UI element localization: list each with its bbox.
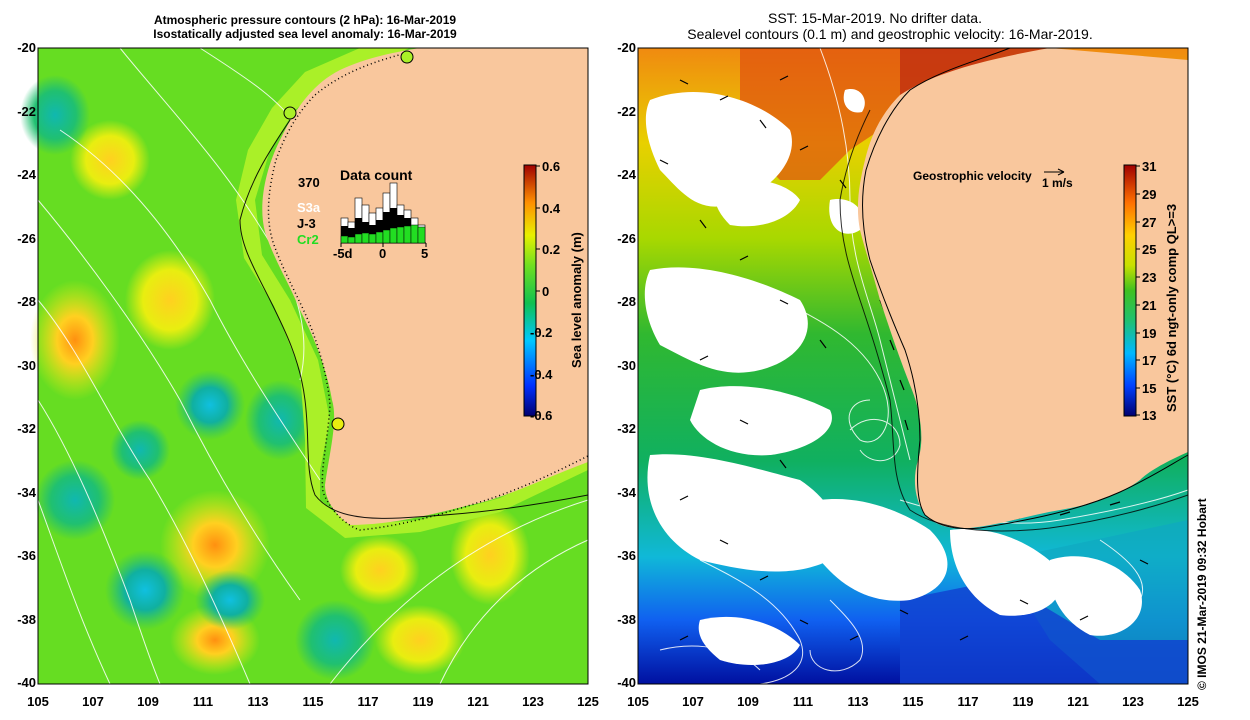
left-ytick: -26 (17, 231, 36, 246)
velocity-scale-label: 1 m/s (1042, 176, 1073, 190)
sst-cb-tick: 25 (1142, 242, 1157, 257)
left-xtick: 113 (247, 694, 269, 709)
right-ytick: -26 (617, 231, 636, 246)
sla-anomaly-blobs (20, 75, 530, 680)
coast-dotted-line (267, 51, 589, 531)
cloud-mask (644, 89, 1142, 665)
sla-cb-tick: 0.2 (542, 242, 561, 257)
left-ytick: -32 (17, 421, 36, 436)
left-xtick: 125 (577, 694, 599, 709)
right-xtick: 117 (957, 694, 979, 709)
right-xtick: 113 (847, 694, 869, 709)
right-ytick: -32 (617, 421, 636, 436)
right-xtick: 115 (902, 694, 924, 709)
altimeter-point (400, 50, 414, 64)
left-xtick: 115 (302, 694, 324, 709)
right-ytick: -20 (617, 40, 636, 55)
left-title-line2: Isostatically adjusted sea level anomaly… (153, 27, 457, 41)
sea-level-contours (659, 47, 1189, 685)
sst-cb-tick: 29 (1142, 187, 1157, 202)
left-ytick: -20 (17, 40, 36, 55)
velocity-legend-label: Geostrophic velocity (913, 169, 1032, 183)
sst-cb-tick: 23 (1142, 270, 1157, 285)
left-xtick: 109 (137, 694, 159, 709)
coastline (862, 47, 1189, 530)
sst-colorbar-label: SST (°C) 6d ngt-only comp QL>=3 (1164, 203, 1179, 412)
altimeter-point (283, 106, 297, 120)
data-count-xtick: -5d (333, 246, 353, 261)
left-ytick: -34 (17, 485, 36, 500)
right-ytick: -38 (617, 612, 636, 627)
right-ytick: -22 (617, 104, 636, 119)
left-ytick: -28 (17, 294, 36, 309)
data-count-xtick: 0 (379, 246, 387, 261)
sla-cb-tick: -0.6 (530, 408, 553, 423)
imos-credit: © IMOS 21-Mar-2019 09:32 Hobart (1195, 498, 1209, 690)
sst-cb-tick: 21 (1142, 298, 1157, 313)
sst-cb-tick: 15 (1142, 381, 1157, 396)
right-ytick: -30 (617, 358, 636, 373)
right-xtick: 111 (792, 694, 814, 709)
shelf-edge (239, 119, 589, 519)
left-title-line1: Atmospheric pressure contours (2 hPa): 1… (153, 13, 457, 27)
left-xtick: 111 (192, 694, 214, 709)
data-count-title: Data count (340, 167, 413, 183)
left-xtick: 105 (27, 694, 49, 709)
left-xtick: 121 (467, 694, 489, 709)
legend-s3a: S3a (297, 200, 321, 215)
right-xtick: 109 (737, 694, 759, 709)
data-count-xtick: 5 (421, 246, 429, 261)
right-xtick: 105 (627, 694, 649, 709)
australia-landmass-sst (857, 48, 1188, 529)
left-ytick: -22 (17, 104, 36, 119)
right-title-line1: SST: 15-Mar-2019. No drifter data. (768, 10, 982, 26)
left-map (20, 47, 589, 685)
sla-cb-tick: 0.4 (542, 201, 561, 216)
sla-cb-tick: -0.4 (530, 367, 553, 382)
sst-cb-tick: 31 (1142, 159, 1157, 174)
right-ytick: -28 (617, 294, 636, 309)
sla-cb-tick: 0.6 (542, 159, 561, 174)
sst-cb-tick: 17 (1142, 353, 1157, 368)
velocity-legend-arrow (1044, 168, 1065, 176)
right-ytick: -36 (617, 548, 636, 563)
sst-cb-tick: 27 (1142, 215, 1157, 230)
australia-landmass (262, 48, 588, 525)
sla-colorbar-label: Sea level anomaly (m) (569, 232, 584, 368)
sst-cb-tick: 19 (1142, 326, 1157, 341)
left-ytick: -30 (17, 358, 36, 373)
left-xtick: 123 (522, 694, 544, 709)
sla-cb-tick: 0 (542, 284, 550, 299)
left-xtick: 119 (412, 694, 434, 709)
shelf-edge-sst (839, 109, 1189, 532)
right-xtick: 119 (1012, 694, 1034, 709)
right-xtick: 123 (1122, 694, 1144, 709)
sst-cb-tick: 13 (1142, 408, 1157, 423)
right-xtick: 125 (1177, 694, 1199, 709)
data-count-bars (340, 182, 426, 244)
data-count-inset (340, 182, 427, 247)
right-title-line2: Sealevel contours (0.1 m) and geostrophi… (687, 26, 1093, 42)
right-xtick: 107 (682, 694, 704, 709)
legend-j3: J-3 (297, 216, 316, 231)
right-ytick: -40 (617, 675, 636, 690)
left-xtick: 117 (357, 694, 379, 709)
data-count-max: 370 (298, 175, 320, 190)
legend-cr2: Cr2 (297, 232, 319, 247)
left-ytick: -36 (17, 548, 36, 563)
left-xtick: 107 (82, 694, 104, 709)
left-ytick: -24 (17, 167, 36, 182)
coastal-band (236, 48, 588, 538)
sla-cb-tick: -0.2 (530, 325, 553, 340)
left-ytick: -40 (17, 675, 36, 690)
right-xtick: 121 (1067, 694, 1089, 709)
altimeter-point (331, 417, 345, 431)
right-map (637, 47, 1189, 685)
right-ytick: -24 (617, 167, 636, 182)
left-ytick: -38 (17, 612, 36, 627)
sst-colorbar (1123, 164, 1137, 417)
pressure-contours (37, 47, 589, 685)
right-ytick: -34 (617, 485, 636, 500)
